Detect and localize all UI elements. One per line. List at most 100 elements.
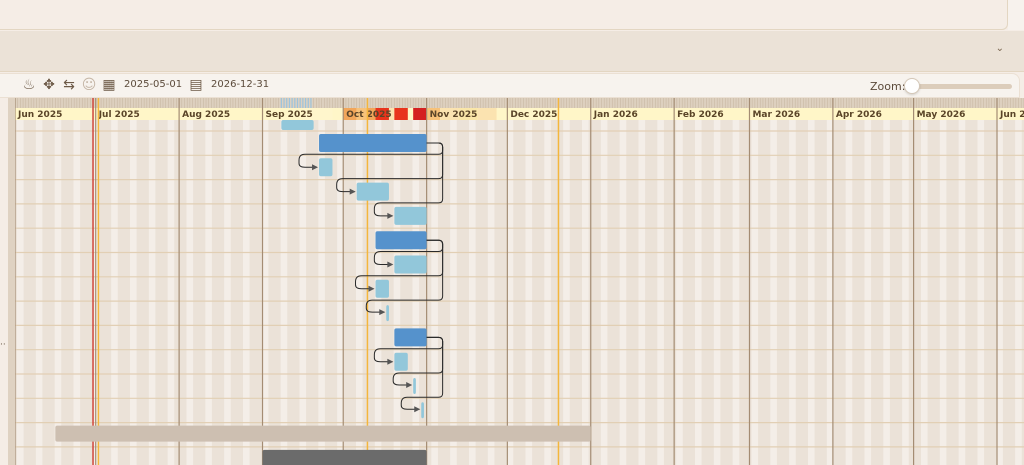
zoom-slider-thumb[interactable] bbox=[904, 78, 920, 94]
user-icon[interactable]: ☺ bbox=[81, 77, 97, 93]
month-label: Aug 2025 bbox=[182, 110, 230, 120]
month-label: Apr 2026 bbox=[836, 110, 882, 120]
dependency-arrowhead bbox=[349, 188, 356, 195]
dependency-arrowhead bbox=[406, 382, 413, 388]
heat-cell bbox=[426, 108, 441, 120]
week-stripe bbox=[205, 120, 212, 465]
week-stripe bbox=[73, 120, 81, 465]
heat-cell bbox=[394, 108, 408, 120]
heat-cell bbox=[440, 108, 459, 120]
week-stripe bbox=[581, 120, 589, 465]
month-label: Jun 2025 bbox=[17, 110, 62, 120]
task-bar-task[interactable] bbox=[421, 402, 424, 419]
task-bar-dark[interactable] bbox=[262, 449, 427, 465]
calendar-end-icon[interactable]: ▤ bbox=[189, 77, 203, 93]
week-stripe bbox=[337, 120, 344, 465]
zoom-label: Zoom: bbox=[870, 80, 906, 93]
end-date[interactable]: 2026-12-31 bbox=[211, 79, 270, 90]
week-stripe bbox=[638, 120, 646, 465]
week-stripe bbox=[54, 120, 62, 465]
start-date[interactable]: 2025-05-01 bbox=[124, 79, 183, 90]
week-stripe bbox=[977, 120, 985, 465]
week-stripe bbox=[864, 120, 872, 465]
month-label: Jun 2026 bbox=[999, 110, 1024, 120]
week-stripe bbox=[299, 120, 307, 465]
week-stripe bbox=[450, 120, 457, 465]
task-bar-task[interactable] bbox=[319, 158, 333, 177]
week-stripe bbox=[732, 120, 740, 465]
header-tick-strip bbox=[15, 98, 1024, 108]
week-stripe bbox=[355, 120, 363, 465]
week-stripe bbox=[393, 120, 401, 465]
week-stripe bbox=[280, 120, 288, 465]
month-label: Oct 2025 bbox=[346, 110, 391, 120]
flame-icon[interactable]: ♨ bbox=[22, 77, 36, 93]
week-stripe bbox=[35, 120, 43, 465]
week-stripe bbox=[789, 120, 796, 465]
week-stripe bbox=[224, 120, 231, 465]
zoom-slider-track[interactable] bbox=[906, 84, 1012, 89]
week-stripe bbox=[657, 120, 664, 465]
week-stripe bbox=[920, 120, 928, 465]
week-stripe bbox=[261, 120, 269, 465]
swap-icon[interactable]: ⇆ bbox=[63, 77, 75, 93]
month-label: Sep 2025 bbox=[266, 110, 313, 120]
heat-cell bbox=[343, 108, 357, 120]
row-menu-icon[interactable]: ·· bbox=[0, 340, 6, 350]
heat-cell bbox=[477, 108, 497, 120]
month-label: Nov 2025 bbox=[430, 110, 478, 120]
week-stripe bbox=[883, 120, 890, 465]
task-bar-summary[interactable] bbox=[319, 134, 427, 152]
week-stripe bbox=[996, 120, 1003, 465]
week-stripe bbox=[902, 120, 909, 465]
week-stripe bbox=[148, 120, 156, 465]
task-bar-summary[interactable] bbox=[394, 328, 427, 347]
month-label-band bbox=[15, 108, 1024, 120]
gantt-toolbar: ♨ ✥ ⇆ ☺ ▦ 2025-05-01 ▤ 2026-12-31 Zoom: bbox=[0, 73, 1020, 98]
task-bar-task[interactable] bbox=[413, 378, 416, 394]
week-stripe bbox=[111, 120, 118, 465]
week-stripe bbox=[619, 120, 627, 465]
week-stripe bbox=[431, 120, 438, 465]
task-bar-task[interactable] bbox=[394, 352, 408, 371]
month-label: Jan 2026 bbox=[593, 110, 638, 120]
dependency-link bbox=[400, 336, 444, 410]
week-stripe bbox=[1015, 120, 1022, 465]
dependency-arrowhead bbox=[387, 261, 394, 268]
task-bar-task[interactable] bbox=[394, 255, 427, 274]
week-stripe bbox=[544, 120, 551, 465]
gantt-svg: Jun 2025 Jul 2025 Aug 2025 Sep 2025 Oct 2025… bbox=[8, 98, 1024, 465]
week-stripe bbox=[563, 120, 570, 465]
chevron-down-icon[interactable]: ⌄ bbox=[995, 43, 1004, 54]
left-gutter bbox=[0, 98, 8, 465]
task-bar-summary[interactable] bbox=[375, 231, 427, 250]
task-bar-task[interactable] bbox=[281, 120, 314, 130]
month-label: Jul 2025 bbox=[98, 110, 140, 120]
left-gutter-border[interactable] bbox=[8, 98, 15, 465]
calendar-icon[interactable]: ▦ bbox=[102, 77, 116, 93]
move-icon[interactable]: ✥ bbox=[43, 77, 55, 93]
task-bar-group[interactable] bbox=[55, 425, 591, 442]
task-bar-task[interactable] bbox=[356, 182, 389, 201]
heat-cell bbox=[413, 108, 427, 120]
week-stripe bbox=[770, 120, 777, 465]
heat-cell bbox=[302, 108, 333, 120]
month-label: May 2026 bbox=[917, 110, 966, 120]
week-stripe bbox=[713, 120, 721, 465]
heat-cell bbox=[375, 108, 389, 120]
task-bar-task[interactable] bbox=[386, 305, 389, 322]
dependency-arrowhead bbox=[387, 358, 394, 365]
dependency-arrowhead bbox=[379, 309, 386, 316]
month-label: Mar 2026 bbox=[752, 110, 800, 120]
task-bar-task[interactable] bbox=[375, 279, 389, 298]
scrollbar[interactable] bbox=[1008, 0, 1024, 30]
week-stripe bbox=[186, 120, 194, 465]
week-stripe bbox=[939, 120, 947, 465]
task-bar-task[interactable] bbox=[394, 206, 427, 225]
collapse-bar[interactable]: ⌄ bbox=[0, 31, 1024, 72]
week-stripe bbox=[525, 120, 533, 465]
heat-cell bbox=[458, 108, 478, 120]
heat-cell bbox=[356, 108, 368, 120]
week-stripe bbox=[468, 120, 476, 465]
dependency-arrowhead bbox=[414, 406, 421, 413]
